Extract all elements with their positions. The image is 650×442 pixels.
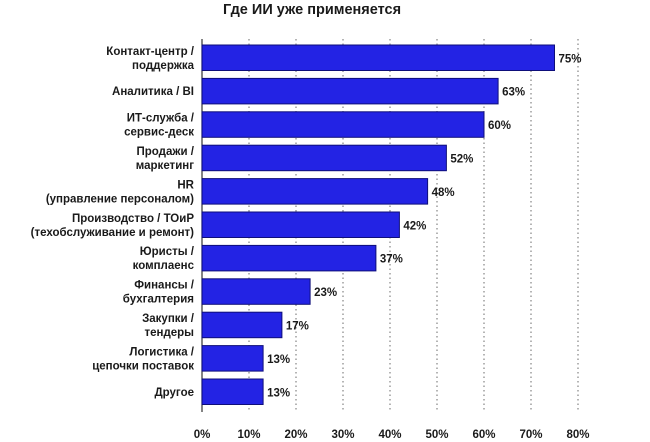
value-label: 75% (559, 53, 582, 65)
category-labels: Контакт-центр / поддержка Аналитика / BI ИТ… (31, 46, 195, 399)
x-tick-label: 80% (566, 429, 589, 441)
x-tick-label: 30% (331, 429, 354, 441)
bar (201, 144, 447, 172)
value-label: 23% (314, 287, 337, 299)
bar (201, 345, 264, 372)
category-label: Продажи / маркетинг (136, 146, 195, 172)
category-label: Аналитика / BI (112, 86, 194, 98)
value-label: 48% (432, 187, 455, 199)
category-label: HR (управление персоналом) (46, 179, 195, 205)
value-label: 37% (380, 254, 403, 266)
bar (201, 77, 499, 105)
category-label: Финансы / бухгалтерия (123, 280, 195, 306)
category-label: Закупки / тендеры (142, 313, 195, 339)
bar (201, 278, 311, 305)
bar (201, 378, 264, 405)
x-tick-label: 70% (519, 429, 542, 441)
value-label: 13% (267, 354, 290, 366)
chart-title: Где ИИ уже применяется (223, 2, 401, 18)
bar (201, 111, 485, 138)
bar (201, 178, 429, 205)
bar (201, 244, 377, 272)
category-label: Производство / ТОиР (техобслуживание и ре… (31, 213, 195, 239)
category-label: Другое (154, 387, 194, 399)
x-tick-label: 20% (284, 429, 307, 441)
category-label: Юристы / комплаенс (133, 246, 195, 272)
value-label: 13% (267, 387, 290, 399)
category-label: ИТ-служба / сервис-деск (124, 113, 195, 139)
value-label: 42% (403, 220, 426, 232)
x-tick-label: 0% (194, 429, 211, 441)
bars (201, 44, 555, 405)
x-axis-ticks: 0% 10% 20% 30% 40% 50% 60% 70% 80% (194, 429, 590, 441)
category-label: Контакт-центр / поддержка (106, 46, 194, 72)
x-tick-label: 50% (425, 429, 448, 441)
x-tick-label: 40% (378, 429, 401, 441)
category-label: Логистика / цепочки поставок (92, 346, 195, 372)
bar (201, 311, 283, 339)
bar (201, 211, 400, 238)
value-label: 60% (488, 120, 511, 132)
x-tick-label: 10% (237, 429, 260, 441)
value-labels: 75% 63% 60% 52% 48% 42% 37% 23% 17% 13% 13% (267, 53, 581, 399)
value-label: 63% (502, 87, 525, 99)
value-label: 52% (450, 153, 473, 165)
x-tick-label: 60% (472, 429, 495, 441)
value-label: 17% (286, 320, 309, 332)
bar (201, 44, 555, 71)
